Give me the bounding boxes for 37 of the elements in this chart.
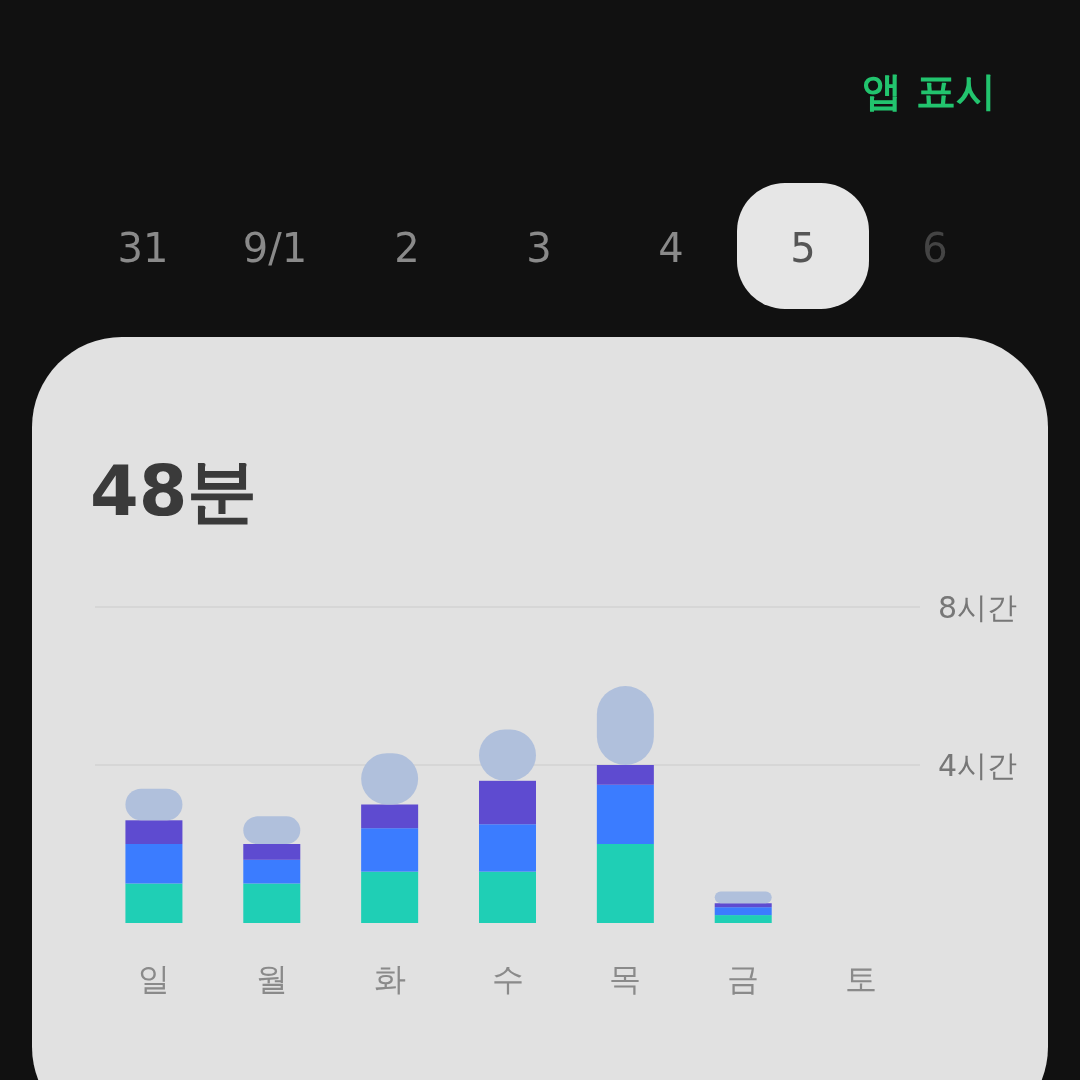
- bar: [714, 891, 772, 904]
- text: 31: [117, 225, 169, 271]
- y-tick-label: 8시간: [938, 590, 1018, 625]
- bar: [596, 765, 654, 785]
- bar: [714, 915, 772, 923]
- bar: [361, 871, 419, 923]
- bar: [714, 903, 772, 908]
- chart-title: 48분: [90, 450, 258, 532]
- bar: [243, 816, 301, 844]
- bar: [479, 780, 536, 825]
- bar: [243, 859, 301, 884]
- bar: [125, 883, 183, 923]
- text: 2: [394, 225, 420, 271]
- x-tick-label: 화: [373, 960, 406, 998]
- text: 4: [658, 225, 684, 271]
- bar: [714, 907, 772, 916]
- text: 3: [526, 225, 552, 271]
- x-tick-label: 일: [137, 960, 170, 998]
- bar: [596, 844, 654, 923]
- bar: [125, 820, 183, 844]
- bar: [125, 844, 183, 884]
- bar: [243, 883, 301, 923]
- bar: [479, 824, 536, 872]
- x-tick-label: 수: [491, 960, 524, 998]
- bar: [596, 784, 654, 844]
- bar: [361, 828, 419, 872]
- x-tick-label: 금: [727, 960, 760, 998]
- x-tick-label: 월: [255, 960, 288, 998]
- text: 5: [790, 225, 816, 271]
- bar: [479, 871, 536, 923]
- bar: [243, 844, 301, 860]
- x-tick-label: 토: [845, 960, 878, 998]
- x-tick-label: 목: [609, 960, 642, 998]
- text: 앱 표시: [862, 68, 996, 114]
- text: 9/1: [242, 225, 308, 271]
- y-tick-label: 4시간: [938, 748, 1018, 783]
- bar: [361, 804, 419, 829]
